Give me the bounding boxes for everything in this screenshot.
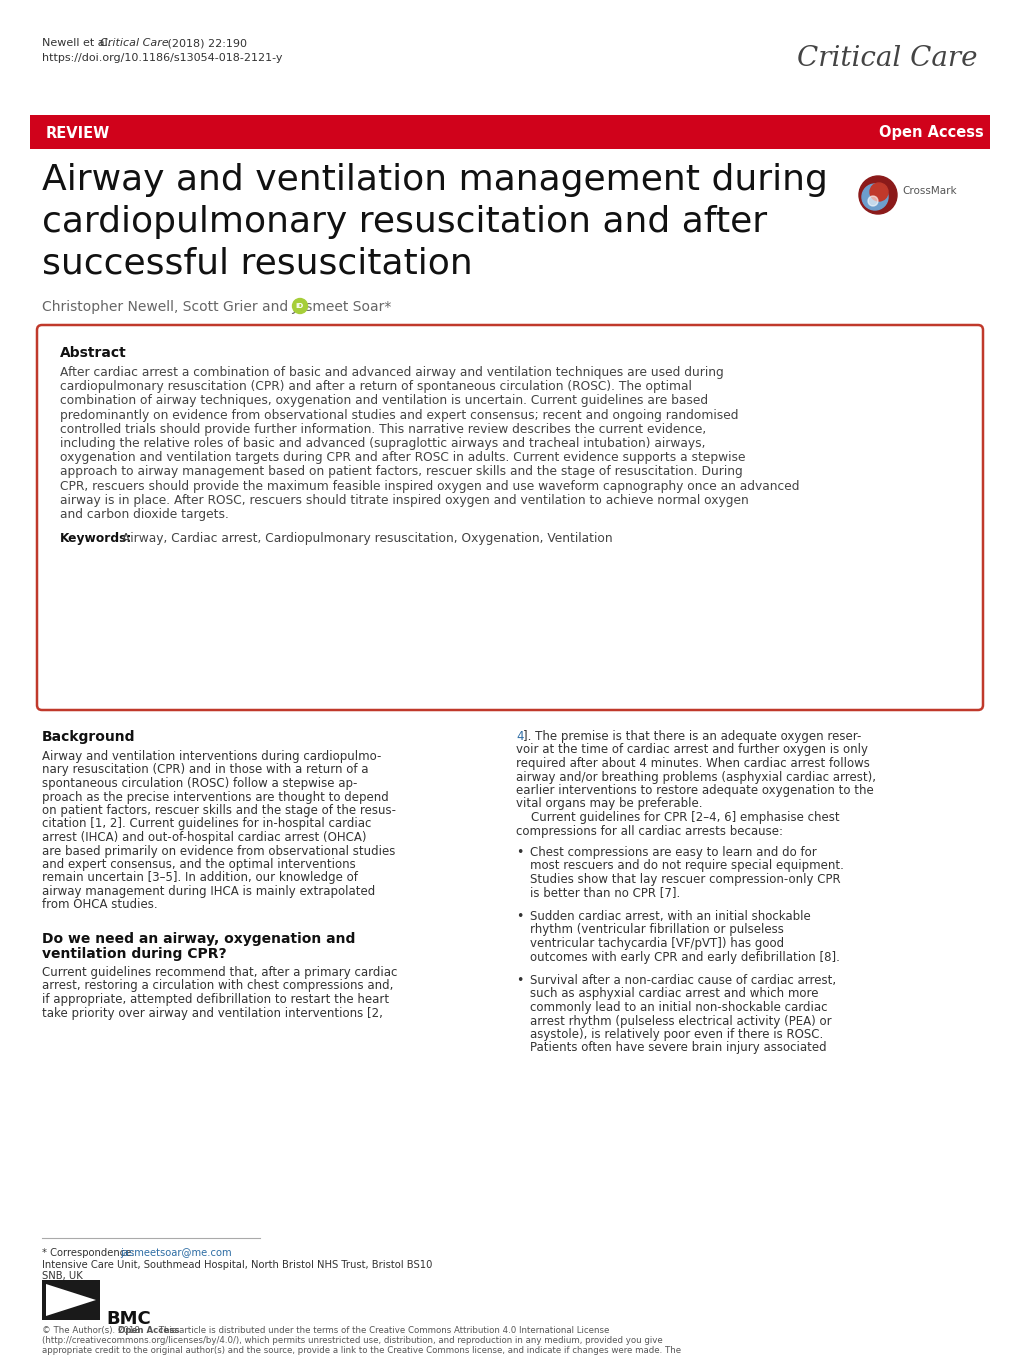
- Text: appropriate credit to the original author(s) and the source, provide a link to t: appropriate credit to the original autho…: [42, 1346, 681, 1355]
- Text: Abstract: Abstract: [60, 346, 126, 360]
- Text: and carbon dioxide targets.: and carbon dioxide targets.: [60, 508, 228, 522]
- Text: approach to airway management based on patient factors, rescuer skills and the s: approach to airway management based on p…: [60, 465, 742, 478]
- Text: https://doi.org/10.1186/s13054-018-2121-y: https://doi.org/10.1186/s13054-018-2121-…: [42, 53, 282, 62]
- Text: Critical Care: Critical Care: [797, 45, 977, 72]
- Text: Patients often have severe brain injury associated: Patients often have severe brain injury …: [530, 1042, 825, 1054]
- Text: controlled trials should provide further information. This narrative review desc: controlled trials should provide further…: [60, 423, 705, 436]
- Text: Critical Care: Critical Care: [100, 38, 168, 47]
- Text: citation [1, 2]. Current guidelines for in-hospital cardiac: citation [1, 2]. Current guidelines for …: [42, 817, 371, 831]
- Text: earlier interventions to restore adequate oxygenation to the: earlier interventions to restore adequat…: [516, 785, 873, 797]
- Text: Chest compressions are easy to learn and do for: Chest compressions are easy to learn and…: [530, 846, 816, 859]
- Text: (http://creativecommons.org/licenses/by/4.0/), which permits unrestricted use, d: (http://creativecommons.org/licenses/by/…: [42, 1336, 662, 1346]
- Text: ventilation during CPR?: ventilation during CPR?: [42, 947, 226, 961]
- Text: arrest (IHCA) and out-of-hospital cardiac arrest (OHCA): arrest (IHCA) and out-of-hospital cardia…: [42, 831, 366, 844]
- Text: airway management during IHCA is mainly extrapolated: airway management during IHCA is mainly …: [42, 885, 375, 898]
- Text: such as asphyxial cardiac arrest and which more: such as asphyxial cardiac arrest and whi…: [530, 988, 817, 1000]
- Bar: [42, 1280, 100, 1320]
- Text: jasmeetsoar@me.com: jasmeetsoar@me.com: [120, 1248, 231, 1257]
- Text: outcomes with early CPR and early defibrillation [8].: outcomes with early CPR and early defibr…: [530, 950, 839, 963]
- Text: successful resuscitation: successful resuscitation: [42, 247, 472, 280]
- Text: iD: iD: [296, 304, 304, 309]
- Text: CPR, rescuers should provide the maximum feasible inspired oxygen and use wavefo: CPR, rescuers should provide the maximum…: [60, 480, 799, 493]
- Text: nary resuscitation (CPR) and in those with a return of a: nary resuscitation (CPR) and in those wi…: [42, 763, 368, 776]
- Text: •: •: [516, 974, 523, 986]
- Text: Intensive Care Unit, Southmead Hospital, North Bristol NHS Trust, Bristol BS10: Intensive Care Unit, Southmead Hospital,…: [42, 1260, 432, 1270]
- Text: ventricular tachycardia [VF/pVT]) has good: ventricular tachycardia [VF/pVT]) has go…: [530, 938, 784, 950]
- Text: rhythm (ventricular fibrillation or pulseless: rhythm (ventricular fibrillation or puls…: [530, 924, 784, 936]
- Circle shape: [292, 298, 307, 313]
- Text: * Correspondence:: * Correspondence:: [42, 1248, 138, 1257]
- Text: commonly lead to an initial non-shockable cardiac: commonly lead to an initial non-shockabl…: [530, 1001, 826, 1014]
- Bar: [30, 115, 989, 149]
- FancyBboxPatch shape: [37, 325, 982, 710]
- Text: take priority over airway and ventilation interventions [2,: take priority over airway and ventilatio…: [42, 1007, 382, 1019]
- Text: arrest rhythm (pulseless electrical activity (PEA) or: arrest rhythm (pulseless electrical acti…: [530, 1015, 830, 1027]
- Text: from OHCA studies.: from OHCA studies.: [42, 898, 158, 912]
- Text: Background: Background: [42, 730, 136, 744]
- Text: airway and/or breathing problems (asphyxial cardiac arrest),: airway and/or breathing problems (asphyx…: [516, 771, 875, 783]
- Text: (2018) 22:190: (2018) 22:190: [164, 38, 247, 47]
- Text: predominantly on evidence from observational studies and expert consensus; recen: predominantly on evidence from observati…: [60, 409, 738, 421]
- Text: asystole), is relatively poor even if there is ROSC.: asystole), is relatively poor even if th…: [530, 1028, 822, 1041]
- Text: proach as the precise interventions are thought to depend: proach as the precise interventions are …: [42, 790, 388, 804]
- Text: ]. The premise is that there is an adequate oxygen reser-: ]. The premise is that there is an adequ…: [523, 730, 860, 743]
- Text: cardiopulmonary resuscitation and after: cardiopulmonary resuscitation and after: [42, 205, 766, 238]
- Text: oxygenation and ventilation targets during CPR and after ROSC in adults. Current: oxygenation and ventilation targets duri…: [60, 451, 745, 465]
- Text: vital organs may be preferable.: vital organs may be preferable.: [516, 798, 702, 810]
- Text: Christopher Newell, Scott Grier and Jasmeet Soar*: Christopher Newell, Scott Grier and Jasm…: [42, 299, 391, 314]
- Text: BMC: BMC: [106, 1310, 151, 1328]
- Text: Airway and ventilation management during: Airway and ventilation management during: [42, 163, 827, 196]
- Circle shape: [869, 183, 888, 201]
- Text: are based primarily on evidence from observational studies: are based primarily on evidence from obs…: [42, 844, 395, 858]
- Text: Keywords:: Keywords:: [60, 533, 132, 545]
- Text: compressions for all cardiac arrests because:: compressions for all cardiac arrests bec…: [516, 824, 783, 837]
- Text: Open Access: Open Access: [118, 1327, 179, 1335]
- Text: voir at the time of cardiac arrest and further oxygen is only: voir at the time of cardiac arrest and f…: [516, 744, 867, 756]
- Text: Do we need an airway, oxygenation and: Do we need an airway, oxygenation and: [42, 932, 355, 946]
- Text: SNB, UK: SNB, UK: [42, 1271, 83, 1280]
- Text: most rescuers and do not require special equipment.: most rescuers and do not require special…: [530, 859, 843, 873]
- Text: Current guidelines recommend that, after a primary cardiac: Current guidelines recommend that, after…: [42, 966, 397, 980]
- Text: cardiopulmonary resuscitation (CPR) and after a return of spontaneous circulatio: cardiopulmonary resuscitation (CPR) and …: [60, 381, 691, 393]
- Text: REVIEW: REVIEW: [46, 126, 110, 141]
- Circle shape: [858, 176, 896, 214]
- Text: airway is in place. After ROSC, rescuers should titrate inspired oxygen and vent: airway is in place. After ROSC, rescuers…: [60, 493, 748, 507]
- Circle shape: [861, 184, 888, 210]
- Text: Open Access: Open Access: [878, 126, 983, 141]
- Circle shape: [867, 196, 877, 206]
- Text: Current guidelines for CPR [2–4, 6] emphasise chest: Current guidelines for CPR [2–4, 6] emph…: [516, 812, 839, 824]
- Text: on patient factors, rescuer skills and the stage of the resus-: on patient factors, rescuer skills and t…: [42, 804, 395, 817]
- Text: Sudden cardiac arrest, with an initial shockable: Sudden cardiac arrest, with an initial s…: [530, 911, 810, 923]
- Text: •: •: [516, 911, 523, 923]
- Text: 4: 4: [516, 730, 523, 743]
- Text: remain uncertain [3–5]. In addition, our knowledge of: remain uncertain [3–5]. In addition, our…: [42, 871, 358, 885]
- Text: required after about 4 minutes. When cardiac arrest follows: required after about 4 minutes. When car…: [516, 757, 869, 770]
- Text: is better than no CPR [7].: is better than no CPR [7].: [530, 886, 680, 900]
- Text: This article is distributed under the terms of the Creative Commons Attribution : This article is distributed under the te…: [156, 1327, 608, 1335]
- Text: spontaneous circulation (ROSC) follow a stepwise ap-: spontaneous circulation (ROSC) follow a …: [42, 776, 357, 790]
- Text: After cardiac arrest a combination of basic and advanced airway and ventilation : After cardiac arrest a combination of ba…: [60, 366, 723, 379]
- Text: Airway, Cardiac arrest, Cardiopulmonary resuscitation, Oxygenation, Ventilation: Airway, Cardiac arrest, Cardiopulmonary …: [118, 533, 612, 545]
- Text: if appropriate, attempted defibrillation to restart the heart: if appropriate, attempted defibrillation…: [42, 993, 388, 1005]
- Text: Newell et al.: Newell et al.: [42, 38, 115, 47]
- Text: and expert consensus, and the optimal interventions: and expert consensus, and the optimal in…: [42, 858, 356, 871]
- Text: Survival after a non-cardiac cause of cardiac arrest,: Survival after a non-cardiac cause of ca…: [530, 974, 836, 986]
- Text: arrest, restoring a circulation with chest compressions and,: arrest, restoring a circulation with che…: [42, 980, 393, 992]
- Text: including the relative roles of basic and advanced (supraglottic airways and tra: including the relative roles of basic an…: [60, 438, 705, 450]
- Text: •: •: [516, 846, 523, 859]
- Text: CrossMark: CrossMark: [901, 186, 956, 196]
- Text: © The Author(s). 2018: © The Author(s). 2018: [42, 1327, 143, 1335]
- Text: combination of airway techniques, oxygenation and ventilation is uncertain. Curr: combination of airway techniques, oxygen…: [60, 394, 707, 408]
- Text: Airway and ventilation interventions during cardiopulmo-: Airway and ventilation interventions dur…: [42, 751, 381, 763]
- Text: Studies show that lay rescuer compression-only CPR: Studies show that lay rescuer compressio…: [530, 873, 840, 886]
- Polygon shape: [46, 1285, 96, 1316]
